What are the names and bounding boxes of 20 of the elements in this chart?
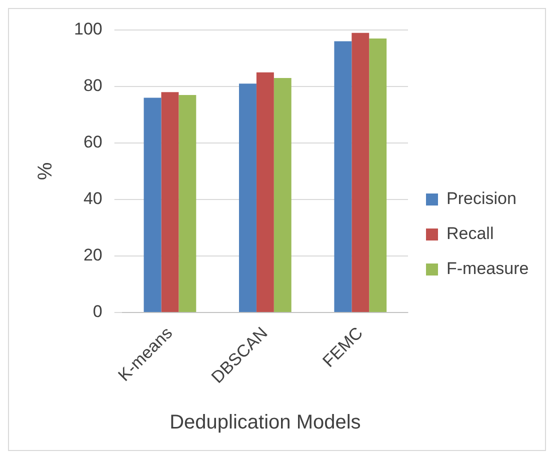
- y-tick-label: 20: [83, 246, 102, 265]
- x-axis-title: Deduplication Models: [170, 412, 361, 434]
- bar: [256, 72, 274, 312]
- y-tick-label: 60: [83, 132, 102, 152]
- bar: [178, 94, 196, 312]
- bar: [352, 32, 370, 312]
- y-tick-label: 100: [74, 20, 102, 39]
- y-axis-title: %: [34, 162, 57, 180]
- legend-label: Recall: [446, 224, 494, 244]
- y-tick-label: 0: [92, 302, 102, 322]
- bar: [161, 92, 179, 312]
- y-tick-label: 80: [83, 76, 102, 96]
- bar: [274, 78, 292, 312]
- bar: [369, 38, 387, 312]
- legend-label: Precision: [446, 189, 516, 208]
- legend-label: F-measure: [446, 259, 529, 278]
- bar: [144, 98, 162, 312]
- bar: [239, 84, 256, 312]
- bar: [334, 41, 352, 312]
- y-tick-label: 40: [83, 189, 102, 208]
